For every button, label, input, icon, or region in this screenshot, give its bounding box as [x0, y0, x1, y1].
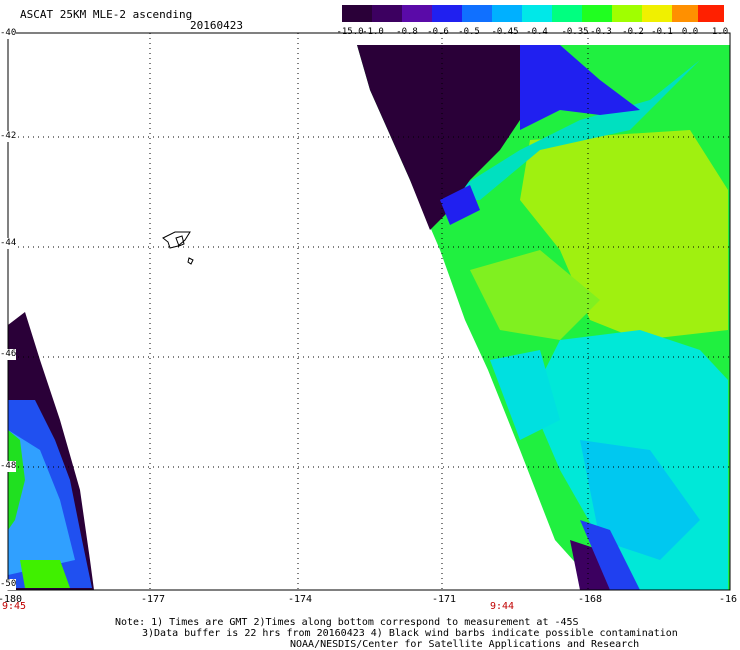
- lat-tick-label: -44: [0, 238, 17, 249]
- swath-east-cyan-3: [490, 350, 560, 440]
- colorbar-label: -0.35: [561, 27, 589, 37]
- colorbar-label: -0.6: [427, 27, 449, 37]
- colorbar-segment-1: [372, 5, 402, 22]
- colorbar-segment-8: [582, 5, 612, 22]
- lon-tick-label: -177: [140, 594, 166, 605]
- colorbar-segment-3: [432, 5, 462, 22]
- pass-time-label: 9:44: [490, 601, 515, 612]
- colorbar-segment-4: [462, 5, 492, 22]
- swath-east-blue-2: [440, 185, 480, 225]
- product-date: 20160423: [190, 19, 243, 32]
- colorbar-label: -0.8: [396, 27, 418, 37]
- colorbar-label: 0.0: [681, 27, 699, 37]
- colorbar-label: -0.45: [491, 27, 519, 37]
- graticule: [8, 33, 730, 590]
- colorbar-label: 1.0: [711, 27, 729, 37]
- colorbar-label: -0.1: [651, 27, 673, 37]
- lon-tick-label: -171: [431, 594, 457, 605]
- colorbar-label: -0.4: [526, 27, 548, 37]
- pass-time-label: 9:45: [2, 601, 27, 612]
- lat-tick-label: -40: [0, 28, 17, 39]
- colorbar-segment-0: [342, 5, 372, 22]
- colorbar-segment-7: [552, 5, 582, 22]
- colorbar: [342, 5, 724, 22]
- lon-tick-label: -180: [0, 594, 23, 605]
- colorbar-label: -0.5: [458, 27, 480, 37]
- swath-west-green: [8, 430, 25, 530]
- colorbar-segment-6: [522, 5, 552, 22]
- colorbar-segment-12: [698, 5, 724, 22]
- note-line-3: NOAA/NESDIS/Center for Satellite Applica…: [290, 639, 640, 650]
- colorbar-label: -15.0: [336, 27, 364, 37]
- swath-east-blue: [520, 45, 640, 130]
- note-line-1: Note: 1) Times are GMT 2)Times along bot…: [115, 617, 579, 628]
- colorbar-segment-11: [672, 5, 698, 22]
- colorbar-segment-2: [402, 5, 432, 22]
- colorbar-segment-9: [612, 5, 642, 22]
- map-frame: [7, 32, 731, 591]
- lon-tick-label: -16: [718, 594, 738, 605]
- colorbar-segment-10: [642, 5, 672, 22]
- note-line-2: 3)Data buffer is 22 hrs from 20160423 4)…: [142, 628, 678, 639]
- colorbar-label: -0.3: [590, 27, 612, 37]
- lat-tick-label: -46: [0, 349, 17, 360]
- swath-east-light-green: [520, 130, 728, 340]
- lat-tick-label: -50: [0, 579, 17, 590]
- colorbar-segment-5: [492, 5, 522, 22]
- swath-east-cyan-4: [440, 60, 700, 200]
- colorbar-label: -1.0: [362, 27, 384, 37]
- product-title: ASCAT 25KM MLE-2 ascending: [20, 8, 193, 21]
- lat-tick-label: -42: [0, 131, 17, 142]
- swath-east-light-green-2: [470, 250, 600, 340]
- lat-tick-label: -48: [0, 461, 17, 472]
- colorbar-label: -0.2: [622, 27, 644, 37]
- swath-west-green-2: [20, 560, 70, 588]
- swath-west-lightblue: [8, 430, 75, 575]
- lon-tick-label: -168: [577, 594, 603, 605]
- island-outline: [162, 231, 194, 265]
- swath-east-blue-bottom: [580, 520, 640, 590]
- lon-tick-label: -174: [287, 594, 313, 605]
